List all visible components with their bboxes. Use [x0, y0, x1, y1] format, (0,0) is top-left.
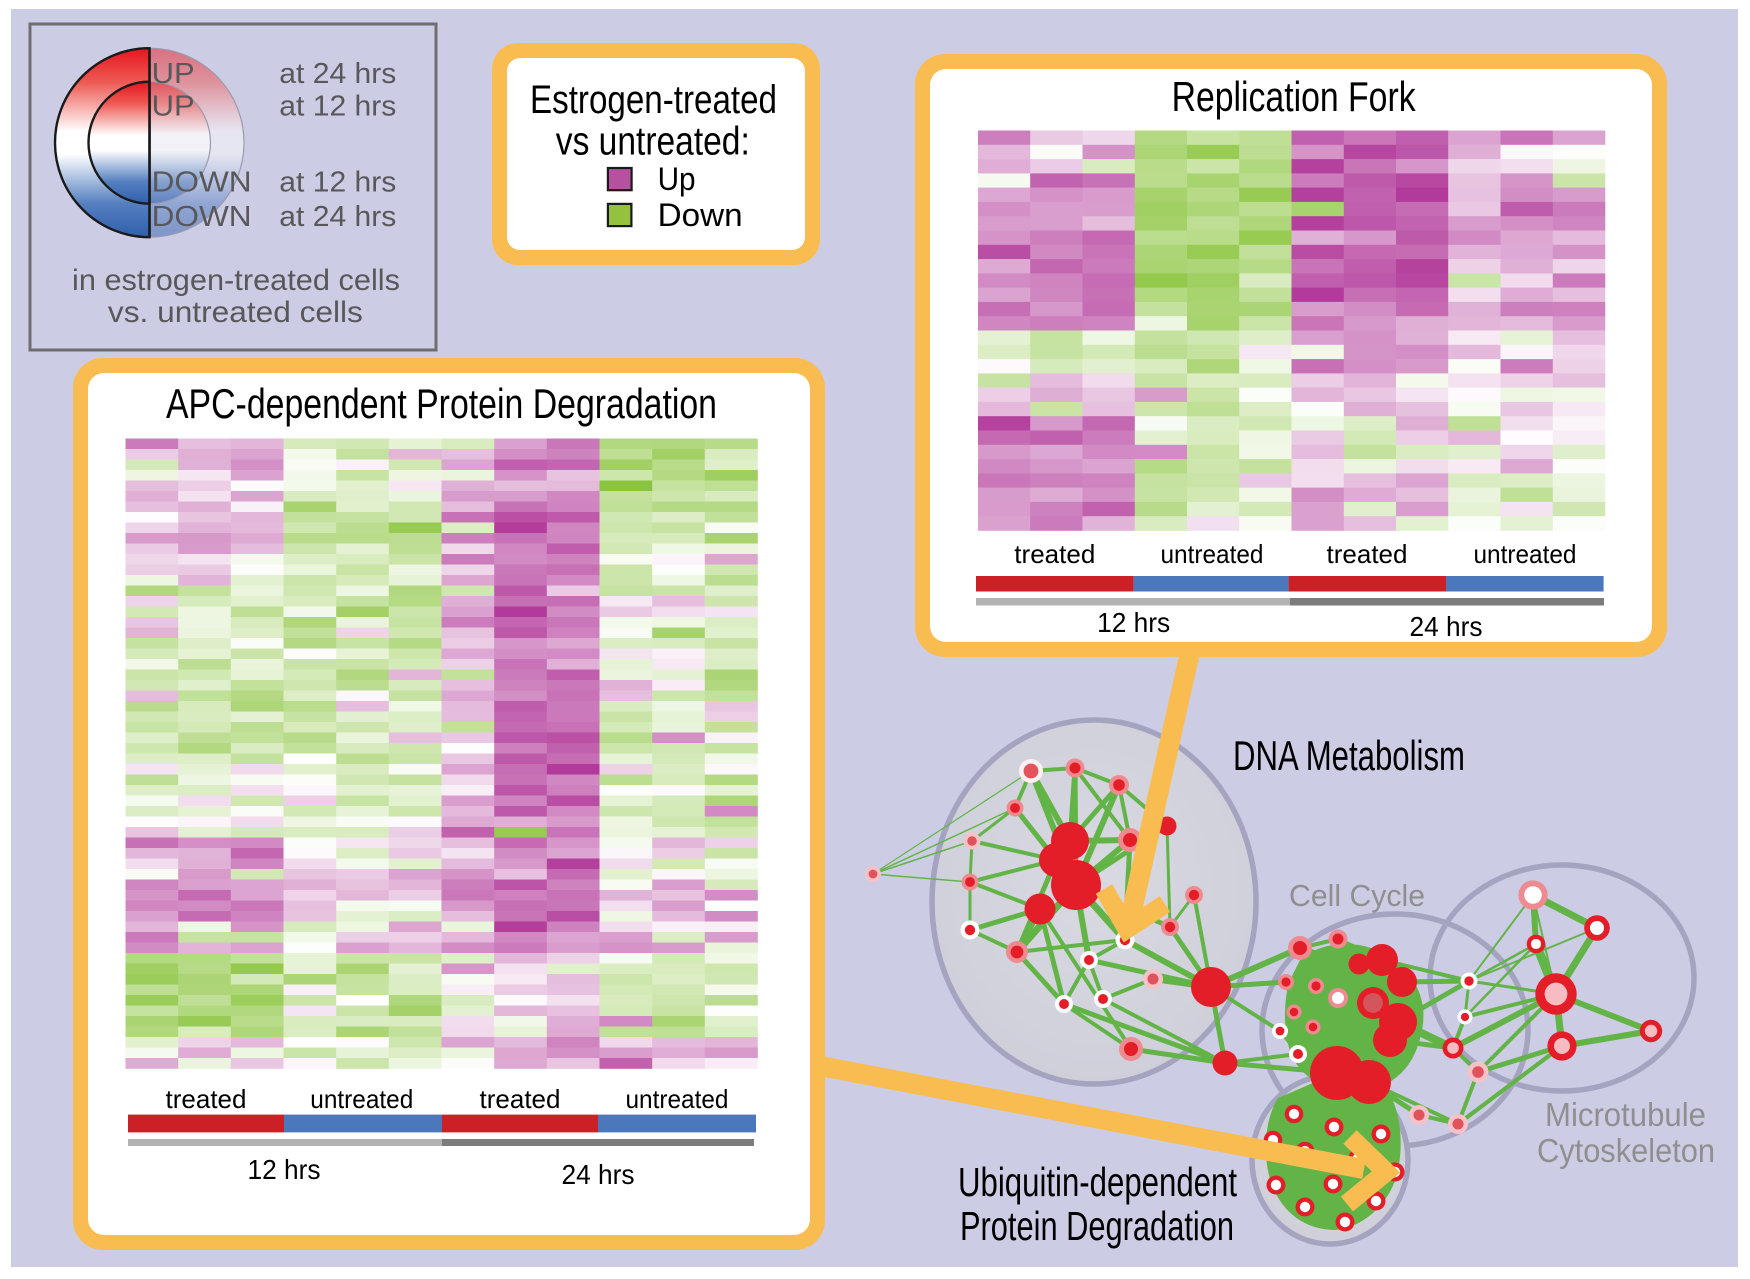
svg-text:Ubiquitin-dependent: Ubiquitin-dependent — [958, 1159, 1237, 1205]
svg-text:12 hrs: 12 hrs — [248, 1154, 321, 1185]
svg-text:DOWN: DOWN — [152, 201, 252, 233]
svg-text:treated: treated — [1327, 539, 1408, 569]
svg-text:at 12 hrs: at 12 hrs — [279, 91, 396, 123]
svg-text:untreated: untreated — [310, 1084, 413, 1114]
svg-text:Down: Down — [658, 197, 743, 233]
svg-text:at 24 hrs: at 24 hrs — [279, 58, 396, 90]
svg-text:at 24 hrs: at 24 hrs — [279, 201, 396, 233]
svg-text:vs. untreated cells: vs. untreated cells — [108, 296, 363, 329]
svg-text:APC-dependent Protein Degradat: APC-dependent Protein Degradation — [166, 380, 717, 427]
svg-text:vs untreated:: vs untreated: — [556, 119, 750, 163]
svg-text:DNA Metabolism: DNA Metabolism — [1233, 732, 1465, 779]
svg-text:untreated: untreated — [1474, 539, 1577, 569]
svg-text:UP: UP — [152, 58, 195, 90]
svg-text:treated: treated — [480, 1084, 561, 1114]
svg-text:24 hrs: 24 hrs — [562, 1159, 635, 1190]
svg-text:treated: treated — [1014, 539, 1095, 569]
svg-text:Up: Up — [658, 161, 696, 197]
svg-text:untreated: untreated — [1161, 539, 1264, 569]
svg-text:at 12 hrs: at 12 hrs — [279, 167, 396, 199]
svg-text:12 hrs: 12 hrs — [1097, 607, 1170, 638]
svg-text:in estrogen-treated cells: in estrogen-treated cells — [72, 264, 400, 297]
svg-text:untreated: untreated — [626, 1084, 729, 1114]
svg-text:DOWN: DOWN — [152, 167, 252, 199]
svg-text:UP: UP — [152, 91, 195, 123]
svg-text:Protein Degradation: Protein Degradation — [960, 1203, 1234, 1249]
svg-text:Cytoskeleton: Cytoskeleton — [1537, 1132, 1715, 1169]
svg-text:treated: treated — [166, 1084, 247, 1114]
svg-text:24 hrs: 24 hrs — [1410, 611, 1483, 642]
svg-text:Microtubule: Microtubule — [1545, 1096, 1706, 1133]
svg-text:Replication Fork: Replication Fork — [1172, 73, 1417, 120]
svg-text:Cell Cycle: Cell Cycle — [1289, 878, 1425, 913]
svg-text:Estrogen-treated: Estrogen-treated — [530, 78, 777, 122]
